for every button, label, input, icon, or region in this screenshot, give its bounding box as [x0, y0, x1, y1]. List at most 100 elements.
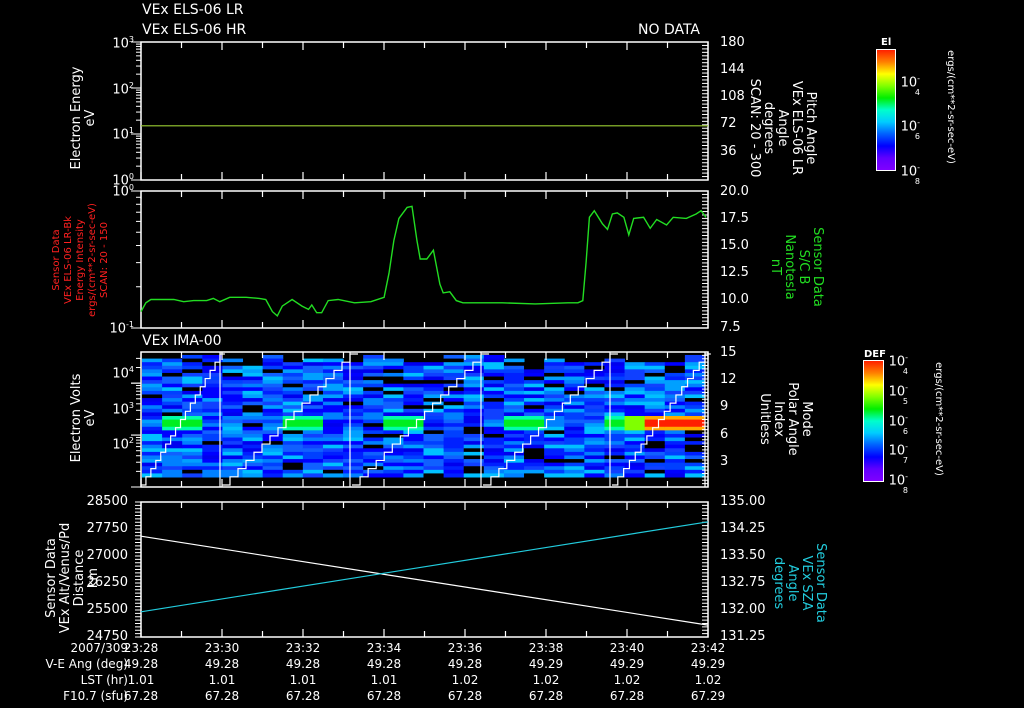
footer-value: 49.28	[366, 657, 402, 671]
y2tick-label: 9	[720, 399, 729, 414]
axis-label-line: Angle	[775, 109, 790, 147]
magnetic-field-line	[140, 205, 707, 318]
footer-value: 67.28	[528, 689, 564, 703]
axis-label-line: nT	[768, 258, 783, 276]
footer-value: 23:40	[609, 641, 645, 655]
colorbar-tick-label: 10-6	[900, 118, 920, 142]
footer-value: 67.29	[690, 689, 726, 703]
colorbar-tick-label: 10-7	[888, 442, 908, 466]
colorbar-tick-label: 10-4	[900, 74, 920, 98]
footer-value: 1.01	[127, 673, 155, 687]
axis-label-line: ergs/(cm**2-sr-sec-eV)	[87, 203, 98, 317]
polar-index-staircase	[483, 353, 618, 486]
y2tick-label: 72	[720, 116, 737, 131]
footer-value: 1.02	[451, 673, 479, 687]
footer-value: 23:38	[528, 641, 564, 655]
footer-value: 67.28	[366, 689, 402, 703]
footer-value: 23:36	[447, 641, 483, 655]
ytick-label: 26250	[86, 575, 128, 590]
footer-value: 49.28	[123, 657, 159, 671]
colorbar2-units: ergs/(cm**2-sr-sec-eV)	[933, 362, 944, 476]
footer-value: 23:34	[366, 641, 402, 655]
y2tick-label: 132.75	[720, 575, 766, 590]
colorbar-tick-label: 10-8	[888, 472, 908, 496]
polar-index-staircase	[222, 353, 358, 486]
axis-label-line: Pitch Angle	[803, 91, 818, 165]
polar-index-staircase	[352, 353, 490, 486]
y2tick-label: 12	[720, 372, 737, 387]
axis-label-line: km	[86, 567, 101, 589]
y2tick-label: 10.0	[720, 292, 749, 307]
panel1-ylabel-line1: Electron Energy	[69, 66, 84, 170]
panel-1-frame	[140, 41, 709, 181]
ytick-label: 103	[112, 35, 134, 52]
ytick-label: 102	[112, 81, 134, 98]
footer-row: LST (hr) 1.01 1.01 1.01 1.01 1.02 1.02 1.02 1.02	[0, 673, 1024, 687]
ytick-label: 10-1	[109, 320, 134, 337]
y2tick-label: 6	[720, 427, 729, 442]
ytick-label: 100	[112, 183, 134, 200]
axis-label-line: Sensor Data	[51, 229, 62, 291]
ytick-label: 28500	[86, 494, 128, 509]
footer-value: 23:32	[285, 641, 321, 655]
axis-label-line: VEx SZA	[799, 555, 814, 611]
axis-label-line: S/C B	[796, 249, 811, 285]
y2tick-label: 12.5	[720, 265, 749, 280]
ytick-label: 25500	[86, 602, 128, 617]
ytick-label: 104	[112, 365, 134, 382]
y2tick-label: 15	[720, 345, 737, 360]
sza-line	[140, 521, 709, 613]
footer-value: 1.02	[694, 673, 722, 687]
panel1-title-hr: VEx ELS-06 HR	[142, 22, 247, 38]
colorbar-tick-label: 10-4	[888, 353, 908, 377]
panel1-title-lr: VEx ELS-06 LR	[142, 2, 244, 18]
axis-label-line: Sensor Data	[813, 543, 828, 623]
footer-row-label: V-E Ang (deg)	[45, 657, 128, 671]
axis-label-line: Polar Angle	[785, 382, 800, 456]
axis-label-line: degrees	[771, 556, 786, 610]
y2tick-label: 133.50	[720, 548, 766, 563]
polar-index-staircase	[141, 353, 225, 486]
colorbar-tick-label: 10-5	[888, 383, 908, 407]
panel4-y2label: Sensor Data VEx SZA Angle degrees	[769, 523, 828, 643]
footer-value: 1.01	[289, 673, 317, 687]
panel2-y2label: Sensor Data S/C B Nanotesla nT	[766, 202, 825, 332]
axis-label-line: Nanotesla	[782, 234, 797, 300]
axis-label-line: VEx ELS-06 LR	[789, 80, 804, 176]
footer-value: 49.29	[528, 657, 564, 671]
ytick-label: 102	[112, 436, 134, 453]
no-data-label: NO DATA	[638, 22, 701, 38]
footer-row: F10.7 (sfu) 67.28 67.28 67.28 67.28 67.28 67.2…	[0, 689, 1024, 703]
axis-label-line: SCAN: 20 - 150	[99, 222, 110, 298]
ytick-label: 103	[112, 401, 134, 418]
axis-label-line: Mode	[799, 401, 814, 437]
axis-label-line: Sensor Data	[44, 538, 59, 618]
polar-index-staircase	[612, 353, 711, 486]
footer-value: 67.28	[204, 689, 240, 703]
footer-value: 23:30	[204, 641, 240, 655]
axis-label-line: Angle	[785, 564, 800, 602]
footer-value: 49.28	[204, 657, 240, 671]
footer-value: 67.28	[285, 689, 321, 703]
panel3-title: VEx IMA-00	[142, 333, 222, 349]
footer-value: 67.28	[609, 689, 645, 703]
axis-label-line: SCAN: 20 - 300	[747, 78, 762, 178]
y2tick-label: 17.5	[720, 211, 749, 226]
ytick-label: 24750	[86, 629, 128, 644]
footer-value: 23:42	[690, 641, 726, 655]
altitude-line	[140, 535, 709, 626]
y2tick-label: 180	[720, 35, 745, 50]
y2tick-label: 132.00	[720, 602, 766, 617]
footer-value: 49.28	[447, 657, 483, 671]
y2tick-label: 15.0	[720, 238, 749, 253]
colorbar2-title: DEF	[864, 349, 886, 360]
panel1-ylabel-line2: eV	[83, 109, 98, 127]
axis-label-line: VEx ELS-06 LR-Bk	[63, 215, 74, 305]
panel4-ylabel: Sensor Data VEx Alt/Venus/Pd Distance km	[44, 508, 105, 648]
footer-row: 2007/309 23:28 23:30 23:32 23:34 23:36 23:38 23…	[0, 641, 1024, 655]
footer-value: 67.28	[447, 689, 483, 703]
footer-value: 1.02	[532, 673, 560, 687]
footer-row: V-E Ang (deg) 49.28 49.28 49.28 49.28 49.28 49…	[0, 657, 1024, 671]
panel3-y2label: Mode Polar Angle Index Unitless	[755, 359, 814, 479]
axis-label-line: Index	[771, 401, 786, 437]
